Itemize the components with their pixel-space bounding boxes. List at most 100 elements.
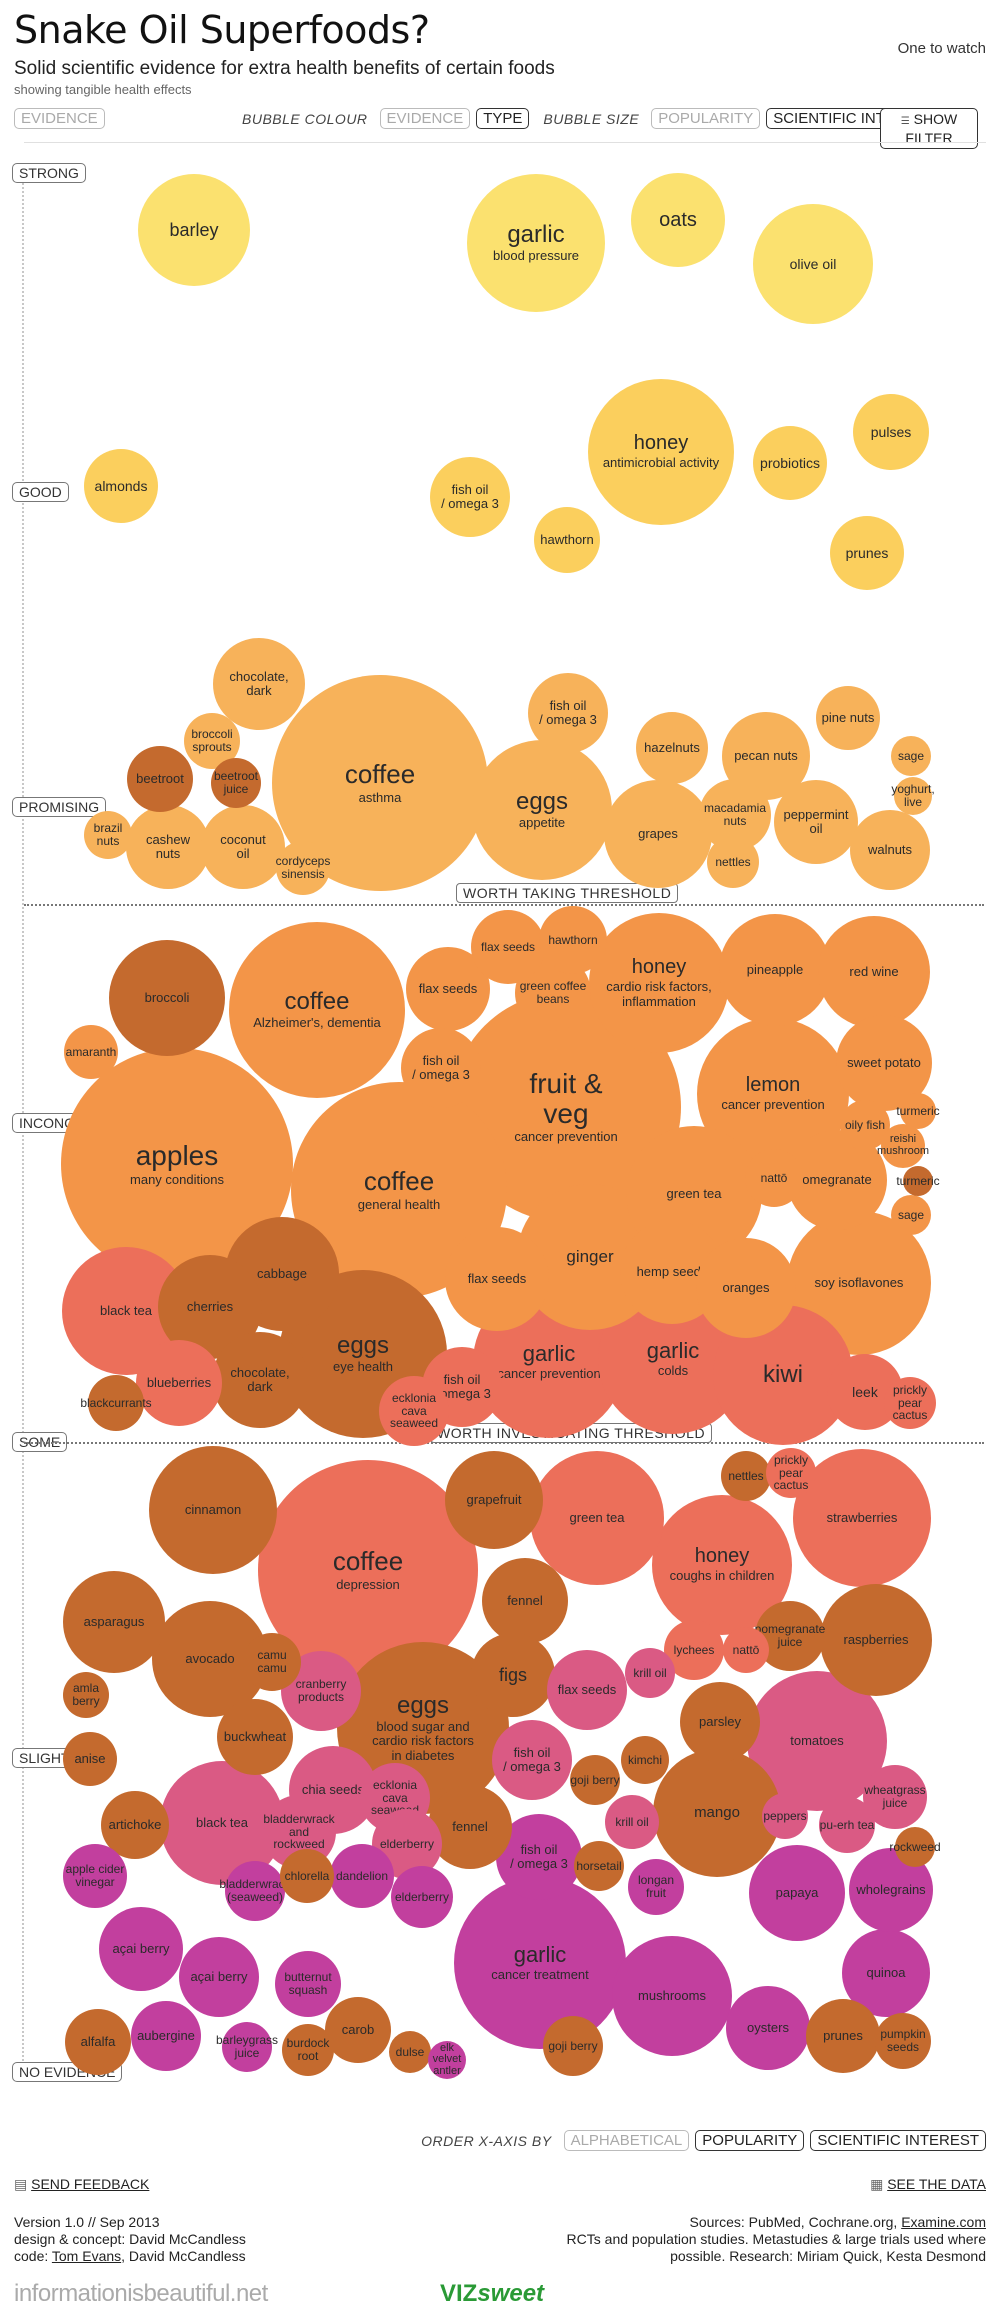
- bubble-fish-oil-2[interactable]: fish oil / omega 3: [528, 673, 608, 753]
- bubble-barleygrass[interactable]: barleygrass juice: [216, 2022, 278, 2072]
- bubble-figs[interactable]: figs: [471, 1633, 555, 1717]
- bubble-almonds[interactable]: almonds: [84, 449, 158, 523]
- bubble-beetroot-juice[interactable]: beetroot juice: [211, 758, 261, 808]
- bubble-peppermint[interactable]: peppermint oil: [774, 780, 858, 864]
- bubble-amla-berry[interactable]: amla berry: [63, 1672, 109, 1718]
- bubble-red-wine[interactable]: red wine: [818, 916, 930, 1028]
- bubble-acai-1[interactable]: açai berry: [99, 1907, 183, 1991]
- bubble-krill-1[interactable]: krill oil: [625, 1648, 675, 1698]
- bubble-pumpkin[interactable]: pumpkin seeds: [875, 2013, 931, 2069]
- bubble-turmeric-2[interactable]: turmeric: [896, 1166, 940, 1196]
- bubble-artichoke[interactable]: artichoke: [101, 1791, 169, 1859]
- bubble-parsley[interactable]: parsley: [680, 1682, 760, 1762]
- bubble-mango[interactable]: mango: [653, 1749, 781, 1877]
- bubble-asparagus[interactable]: asparagus: [63, 1571, 165, 1673]
- bubble-goji-2[interactable]: goji berry: [543, 2016, 603, 2076]
- bubble-pu-erh[interactable]: pu-erh tea: [819, 1797, 875, 1853]
- bubble-eggs-appetite[interactable]: eggs appetite: [472, 740, 612, 880]
- see-the-data-link[interactable]: ▦ SEE THE DATA: [870, 2176, 986, 2192]
- bubble-burdock[interactable]: burdock root: [282, 2024, 334, 2076]
- bubble-pineapple[interactable]: pineapple: [719, 914, 831, 1026]
- bubble-grapefruit[interactable]: grapefruit: [445, 1451, 543, 1549]
- bubble-mushrooms[interactable]: mushrooms: [612, 1936, 732, 2056]
- bubble-honey-cardio[interactable]: honey cardio risk factors, inflammation: [589, 913, 729, 1053]
- bubble-carob[interactable]: carob: [325, 1997, 391, 2063]
- bubble-oats[interactable]: oats: [631, 173, 725, 267]
- send-feedback-link[interactable]: ▤ SEND FEEDBACK: [14, 2176, 150, 2192]
- bubble-dulse[interactable]: dulse: [389, 2031, 431, 2073]
- bubble-natto-1[interactable]: nattō: [745, 1149, 803, 1207]
- bubble-fennel-2[interactable]: fennel: [428, 1785, 512, 1869]
- bubble-cashew-nuts[interactable]: cashew nuts: [126, 805, 210, 889]
- bubble-fish-oil-5[interactable]: fish oil / omega 3: [492, 1720, 572, 1800]
- bubble-prunes-1[interactable]: prunes: [830, 516, 904, 590]
- bubble-amaranth[interactable]: amaranth: [64, 1025, 118, 1079]
- bubble-garlic-bp[interactable]: garlic blood pressure: [467, 174, 605, 312]
- bubble-reishi[interactable]: reishi mushroom: [877, 1124, 929, 1168]
- bubble-macadamia[interactable]: macadamia nuts: [699, 779, 771, 851]
- bubble-ecklonia-1[interactable]: ecklonia cava seaweed: [379, 1376, 449, 1446]
- bubble-oranges[interactable]: oranges: [696, 1238, 796, 1338]
- order-alphabetical-button[interactable]: ALPHABETICAL: [563, 2130, 690, 2151]
- bubble-flax-4[interactable]: flax seeds: [547, 1650, 627, 1730]
- bubble-hawthorn-2[interactable]: hawthorn: [539, 906, 607, 974]
- bubble-beetroot[interactable]: beetroot: [127, 746, 193, 812]
- bubble-prickly-2[interactable]: prickly pear cactus: [766, 1448, 816, 1498]
- bubble-nettles-1[interactable]: nettles: [707, 836, 759, 888]
- bubble-butternut[interactable]: butternut squash: [275, 1951, 341, 2017]
- bubble-yoghurt[interactable]: yoghurt, live: [891, 777, 935, 815]
- bubble-green-tea-2[interactable]: green tea: [530, 1451, 664, 1585]
- bubble-blackcurrants[interactable]: blackcurrants: [80, 1375, 152, 1431]
- bubble-hawthorn-1[interactable]: hawthorn: [534, 507, 600, 573]
- bubble-strawberries[interactable]: strawberries: [793, 1449, 931, 1587]
- bubble-camu-camu[interactable]: camu camu: [243, 1633, 301, 1691]
- bubble-barley[interactable]: barley: [138, 174, 250, 286]
- bubble-brazil-nuts[interactable]: brazil nuts: [84, 811, 132, 859]
- order-popularity-button[interactable]: POPULARITY: [695, 2130, 805, 2151]
- bubble-krill-2[interactable]: krill oil: [605, 1795, 659, 1849]
- colour-evidence-button[interactable]: EVIDENCE: [379, 108, 471, 129]
- bubble-aubergine[interactable]: aubergine: [131, 2001, 201, 2071]
- bubble-garlic-ct[interactable]: garlic cancer treatment: [454, 1877, 626, 2049]
- bubble-longan[interactable]: longan fruit: [628, 1859, 684, 1915]
- bubble-cinnamon[interactable]: cinnamon: [149, 1446, 277, 1574]
- bubble-alfalfa[interactable]: alfalfa: [65, 2009, 131, 2075]
- bubble-buckwheat[interactable]: buckwheat: [217, 1699, 293, 1775]
- tom-evans-link[interactable]: Tom Evans: [51, 2248, 122, 2264]
- bubble-natto-2[interactable]: nattō: [723, 1627, 769, 1673]
- bubble-anise[interactable]: anise: [63, 1732, 117, 1786]
- evidence-filter-button[interactable]: EVIDENCE: [14, 108, 105, 129]
- bubble-horsetail[interactable]: horsetail: [574, 1841, 624, 1891]
- bubble-broccoli[interactable]: broccoli: [109, 940, 225, 1056]
- site-logo[interactable]: informationisbeautiful.net: [14, 2280, 268, 2307]
- bubble-prunes-2[interactable]: prunes: [806, 1999, 880, 2073]
- bubble-elderberry-2[interactable]: elderberry: [391, 1866, 453, 1928]
- bubble-prickly-1[interactable]: prickly pear cactus: [884, 1377, 936, 1429]
- vizsweet-logo[interactable]: VIZsweet: [440, 2280, 545, 2307]
- bubble-kimchi[interactable]: kimchi: [621, 1736, 669, 1784]
- bubble-probiotics[interactable]: probiotics: [753, 426, 827, 500]
- colour-type-button[interactable]: TYPE: [476, 108, 530, 129]
- bubble-chlorella[interactable]: chlorella: [280, 1849, 334, 1903]
- bubble-pulses[interactable]: pulses: [853, 394, 929, 470]
- bubble-goji-1[interactable]: goji berry: [570, 1755, 620, 1805]
- order-scientific-interest-button[interactable]: SCIENTIFIC INTEREST: [810, 2130, 986, 2151]
- bubble-dandelion[interactable]: dandelion: [330, 1844, 394, 1908]
- bubble-sage-2[interactable]: sage: [891, 1195, 931, 1235]
- bubble-bladderwrack-2[interactable]: bladderwrack (seaweed): [219, 1861, 291, 1921]
- bubble-coffee-alz[interactable]: coffee Alzheimer's, dementia: [229, 922, 405, 1098]
- bubble-peppers[interactable]: peppers: [762, 1793, 808, 1839]
- bubble-honey-am[interactable]: honey antimicrobial activity: [588, 379, 734, 525]
- bubble-coconut-oil[interactable]: coconut oil: [201, 805, 285, 889]
- bubble-walnuts[interactable]: walnuts: [850, 810, 930, 890]
- bubble-cordyceps[interactable]: cordyceps sinensis: [276, 841, 330, 895]
- bubble-grapes[interactable]: grapes: [604, 780, 712, 888]
- bubble-fennel-1[interactable]: fennel: [482, 1558, 568, 1644]
- bubble-pine-nuts[interactable]: pine nuts: [816, 686, 880, 750]
- bubble-papaya[interactable]: papaya: [749, 1845, 845, 1941]
- bubble-flax-3[interactable]: flax seeds: [445, 1227, 549, 1331]
- bubble-sage-1[interactable]: sage: [891, 736, 931, 776]
- bubble-oysters[interactable]: oysters: [726, 1986, 810, 2070]
- bubble-chocolate-1[interactable]: chocolate, dark: [213, 638, 305, 730]
- bubble-acai-2[interactable]: açai berry: [179, 1937, 259, 2017]
